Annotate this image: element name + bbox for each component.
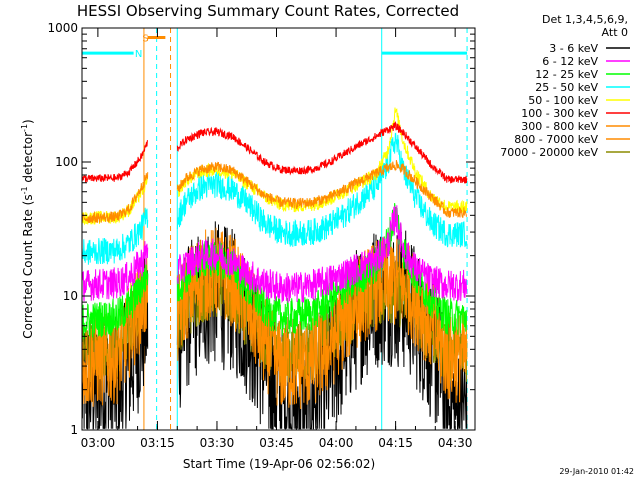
render-timestamp: 29-Jan-2010 01:42 [559,467,634,476]
series-line-6 [81,121,468,184]
legend-header-line-2: Att 0 [602,26,628,39]
x-tick-label-3: 03:30 [200,436,235,450]
legend-label-9: 7000 - 20000 keV [500,146,598,159]
series-line-3 [81,203,468,340]
legend-label-8: 800 - 7000 keV [514,133,598,146]
legend-label-4: 25 - 50 keV [535,81,598,94]
y-label-part-2: detector [21,132,35,187]
x-tick-label-2: 03:15 [140,436,175,450]
y-label-sup-1: -1 [20,186,29,194]
legend-header-line-1: Det 1,3,4,5,6,9, [542,13,628,26]
y-label-part-3: ) [21,119,35,124]
y-label-sup-2: -1 [20,124,29,132]
y-label-part-1: Corrected Count Rate (s [21,194,35,338]
y-tick-label-2: 10 [63,289,78,303]
x-tick-label-4: 03:45 [259,436,294,450]
legend-label-6: 100 - 300 keV [521,107,598,120]
x-tick-label-6: 04:15 [378,436,413,450]
x-axis-label: Start Time (19-Apr-06 02:56:02) [183,457,375,471]
chart-title: HESSI Observing Summary Count Rates, Cor… [77,2,459,20]
x-tick-label-5: 04:00 [319,436,354,450]
orbit-label-s: S [142,33,148,44]
legend-label-1: 3 - 6 keV [549,42,598,55]
y-tick-label-1: 1 [70,423,78,437]
series-line-2 [81,205,468,304]
y-axis-label: Corrected Count Rate (s-1 detector-1) [20,119,35,338]
y-tick-label-4: 1000 [47,21,78,35]
y-axis: 1 10 100 1000 [47,21,475,437]
legend-label-7: 300 - 800 keV [521,120,598,133]
orbit-label-n: N [135,49,142,60]
x-axis: 03:00 03:15 03:30 03:45 04:00 04:15 04:30 [81,28,476,450]
plot-frame [81,27,476,431]
series-line-7 [81,160,468,224]
legend-label-2: 6 - 12 keV [542,55,598,68]
legend-label-3: 12 - 25 keV [535,68,598,81]
legend-label-5: 50 - 100 keV [528,94,598,107]
plot-area: SN [81,28,468,430]
x-tick-label-7: 04:30 [438,436,473,450]
series-line-4 [81,132,468,265]
series-line-8 [81,227,468,410]
x-tick-label-1: 03:00 [81,436,116,450]
y-tick-label-3: 100 [55,155,78,169]
